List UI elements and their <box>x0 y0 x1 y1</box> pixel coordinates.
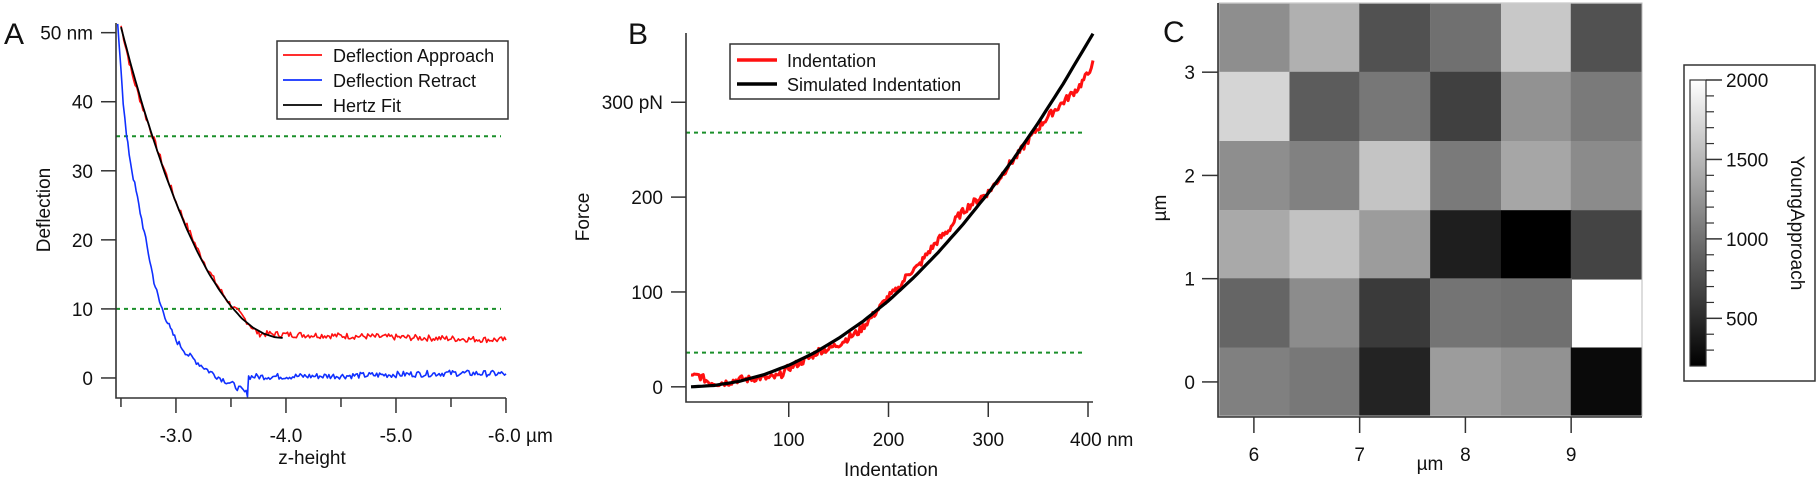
series-simulated-indentation <box>690 32 1095 389</box>
colorbar-label: YoungApproach <box>1786 156 1807 291</box>
y-tick-label: 2 <box>1184 166 1195 187</box>
x-tick-label: 200 <box>873 430 905 451</box>
heatmap-cell <box>1430 140 1502 211</box>
y-tick-label: 3 <box>1184 63 1195 84</box>
x-axis-label-a: z-height <box>278 448 346 469</box>
legend-label-indentation: Indentation <box>787 51 876 71</box>
y-tick-label: 10 <box>72 300 93 321</box>
heatmap-cell <box>1500 278 1573 348</box>
panel-letter-b: B <box>628 18 648 51</box>
x-tick-label: -5.0 <box>380 426 413 447</box>
heatmap-cell <box>1430 278 1502 348</box>
heatmap-cell <box>1359 3 1431 74</box>
panel-letter-a: A <box>4 18 24 51</box>
heatmap-cell <box>1430 71 1502 142</box>
heatmap-cell <box>1359 140 1431 211</box>
heatmap-cell <box>1359 347 1431 417</box>
series-hertz-fit <box>120 26 283 339</box>
heatmap-cell <box>1430 3 1502 74</box>
y-tick-label: 50 nm <box>40 24 93 45</box>
heatmap-cell <box>1218 71 1290 142</box>
heatmap-cell <box>1500 347 1573 417</box>
x-tick-label: -3.0 <box>160 426 193 447</box>
y-tick-label: 0 <box>652 378 663 399</box>
legend-label-approach: Deflection Approach <box>333 46 494 66</box>
panel-b: B 300 pN 200 100 0 100 200 300 400 nm Force Ind… <box>573 18 1133 481</box>
heatmap-cell <box>1218 278 1290 348</box>
x-tick-label: 9 <box>1566 445 1577 466</box>
legend-label-simulated: Simulated Indentation <box>787 75 961 95</box>
heatmap-cell <box>1500 3 1573 74</box>
heatmap-cell <box>1359 210 1431 280</box>
x-tick-label: -4.0 <box>270 426 303 447</box>
axes-a <box>115 23 506 399</box>
heatmap-cell <box>1289 140 1361 211</box>
axes-b <box>685 33 1093 403</box>
x-tick-label: 300 <box>972 430 1004 451</box>
heatmap-cell <box>1500 71 1573 142</box>
x-tick-label: 7 <box>1354 445 1365 466</box>
colorbar: 2000 1500 1000 500 YoungApproach <box>1683 64 1816 382</box>
heatmap-cell <box>1570 210 1642 280</box>
heatmap-cell <box>1289 3 1361 74</box>
y-axis-label-a: Deflection <box>34 168 55 253</box>
heatmap-cell <box>1218 347 1290 417</box>
x-tick-label: 6 <box>1249 445 1260 466</box>
colorbar-tick-label: 1000 <box>1726 230 1768 251</box>
heatmap-cell <box>1289 278 1361 348</box>
heatmap-cell <box>1570 140 1642 211</box>
series-deflection-retract <box>116 23 507 398</box>
y-tick-label: 200 <box>631 188 663 209</box>
y-tick-label: 300 pN <box>602 93 663 114</box>
colorbar-tick-label: 1500 <box>1726 150 1768 171</box>
series-deflection-approach <box>120 25 507 344</box>
heatmap-cell <box>1359 278 1431 348</box>
y-tick-label: 1 <box>1184 270 1195 291</box>
y-tick-label: 100 <box>631 283 663 304</box>
y-tick-label: 0 <box>82 369 93 390</box>
panel-a: A 50 nm 40 30 20 10 0 -3.0 -4.0 -5.0 -6.0 µm Defl… <box>4 18 553 469</box>
panel-c: C 0 1 2 3 6 7 8 9 µm µm 2000 1500 1000 500 YoungAp… <box>1150 2 1816 475</box>
y-tick-label: 40 <box>72 93 93 114</box>
y-tick-label: 20 <box>72 231 93 252</box>
heatmap-cell <box>1218 210 1290 280</box>
heatmap-cell <box>1430 210 1502 280</box>
legend-label-retract: Deflection Retract <box>333 71 476 91</box>
y-axis-label-c: µm <box>1150 195 1171 222</box>
y-tick-label: 0 <box>1184 373 1195 394</box>
heatmap-cell <box>1430 347 1502 417</box>
panel-letter-c: C <box>1163 16 1185 49</box>
heatmap-cell <box>1218 140 1290 211</box>
heatmap-cell <box>1570 347 1642 417</box>
x-tick-label: 100 <box>773 430 805 451</box>
y-tick-label: 30 <box>72 162 93 183</box>
heatmap-cell <box>1289 347 1361 417</box>
series-indentation <box>690 60 1095 388</box>
heatmap-frame <box>1218 2 1643 417</box>
axes-c <box>1217 3 1642 418</box>
heatmap-cell <box>1570 3 1642 74</box>
colorbar-tick-label: 2000 <box>1726 71 1768 92</box>
heatmap-cell <box>1218 3 1290 74</box>
heatmap-cell <box>1359 71 1431 142</box>
x-axis-label-b: Indentation <box>844 460 938 481</box>
legend-a: Deflection Approach Deflection Retract H… <box>276 40 509 120</box>
x-tick-label: 400 nm <box>1070 430 1133 451</box>
x-tick-label: -6.0 µm <box>488 426 553 447</box>
legend-b: Indentation Simulated Indentation <box>729 43 1000 100</box>
heatmap-cell <box>1500 210 1573 280</box>
x-tick-label: 8 <box>1460 445 1471 466</box>
heatmap-cell <box>1570 71 1642 142</box>
heatmap-cell <box>1289 210 1361 280</box>
colorbar-tick-label: 500 <box>1726 309 1758 330</box>
y-axis-label-b: Force <box>573 193 594 242</box>
legend-label-hertz: Hertz Fit <box>333 96 401 116</box>
heatmap-cell <box>1500 140 1573 211</box>
heatmap-cell <box>1289 71 1361 142</box>
colorbar-gradient <box>1689 79 1707 367</box>
x-axis-label-c: µm <box>1417 454 1444 475</box>
